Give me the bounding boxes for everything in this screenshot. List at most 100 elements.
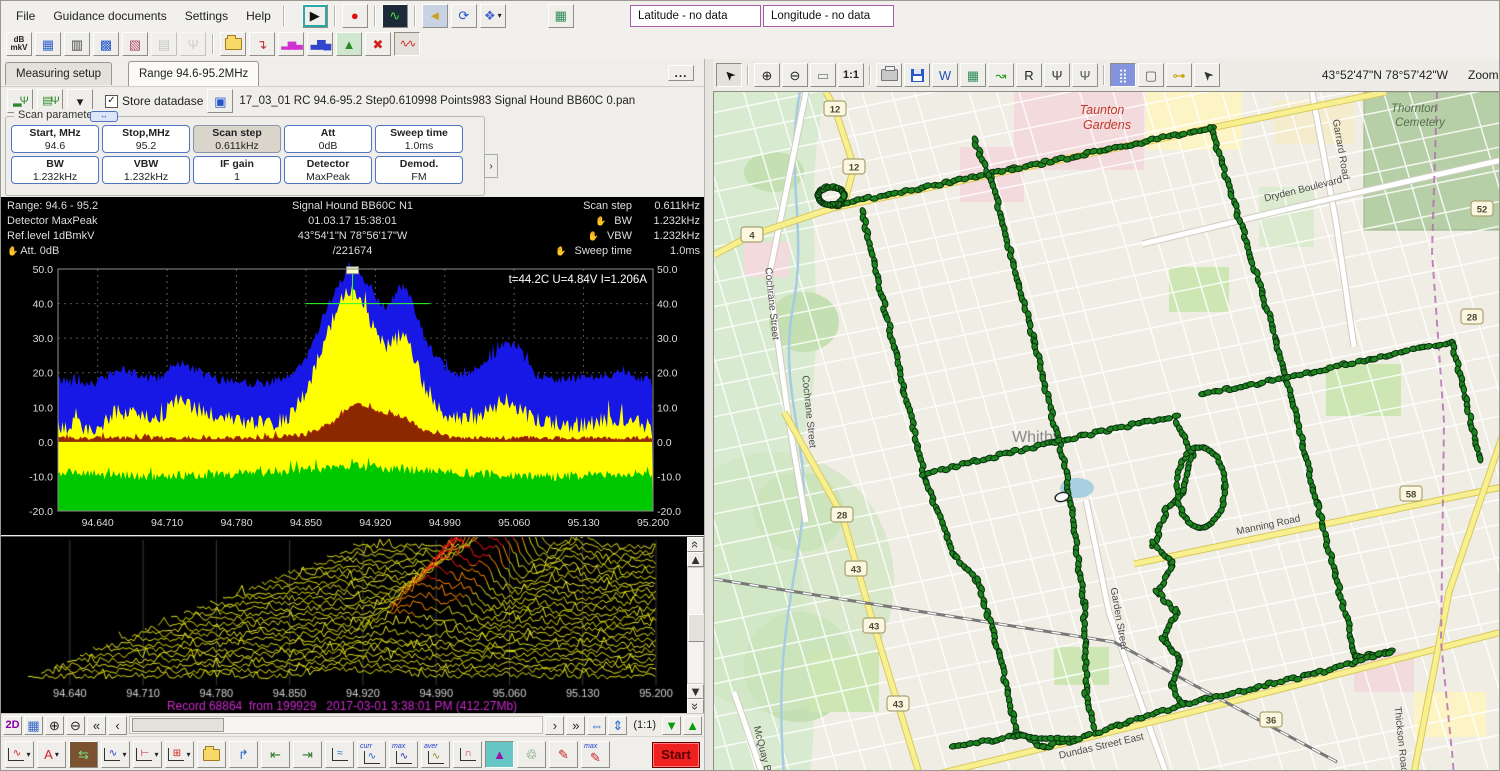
- spectrum-chart[interactable]: 50.050.040.040.030.030.020.020.010.010.0…: [1, 259, 704, 535]
- fit-width-button[interactable]: ⇔: [587, 716, 606, 735]
- trace-style-button[interactable]: ∿▾: [5, 741, 34, 768]
- map-zoom-out-tool[interactable]: ⊖: [782, 63, 808, 87]
- scan-param-att[interactable]: Att0dB: [284, 125, 372, 153]
- marker-style-button[interactable]: A▾: [37, 741, 66, 768]
- radius-tool[interactable]: R: [1016, 63, 1042, 87]
- run-button[interactable]: ▶: [302, 4, 328, 28]
- scan-param-stop-mhz[interactable]: Stop,MHz95.2: [102, 125, 190, 153]
- menu-item-settings[interactable]: Settings: [176, 6, 237, 26]
- waterfall-scrollbar[interactable]: «▲ ▼»: [687, 537, 704, 714]
- record-scrollbar[interactable]: [129, 716, 543, 734]
- max-trace-button[interactable]: max∿: [389, 741, 418, 768]
- gps-track-button[interactable]: ↝: [988, 63, 1014, 87]
- chart-view-button[interactable]: ∿▾: [101, 741, 130, 768]
- edit-chart-button[interactable]: ✎: [549, 741, 578, 768]
- show-track-points-button[interactable]: ⣿: [1110, 63, 1136, 87]
- zoom-out-button[interactable]: ⊖: [66, 716, 85, 735]
- scan-param-demod-[interactable]: Demod.FM: [375, 156, 463, 184]
- wf-scroll-down-button[interactable]: ▼: [687, 684, 704, 699]
- scale-x-button[interactable]: ⊢▾: [133, 741, 162, 768]
- aver-trace-button[interactable]: aver∿: [421, 741, 450, 768]
- waterfall-scroll-track[interactable]: [687, 567, 704, 684]
- table-button[interactable]: ▦: [35, 32, 61, 56]
- tab-range[interactable]: Range 94.6-95.2MHz: [128, 61, 259, 86]
- map-window-button[interactable]: ▦: [548, 4, 574, 28]
- listen-button[interactable]: ◄: [422, 4, 448, 28]
- menu-item-file[interactable]: File: [7, 6, 44, 26]
- stack-button[interactable]: ▩: [93, 32, 119, 56]
- map-view[interactable]: WhitbyTauntonGardensThorntonCemeteryGarr…: [713, 91, 1500, 771]
- select-area-tool[interactable]: ▢: [1138, 63, 1164, 87]
- antenna-mast-b-button[interactable]: Ψ: [1072, 63, 1098, 87]
- last-record-button[interactable]: »: [566, 716, 585, 735]
- jump-record-button[interactable]: ↱: [229, 741, 258, 768]
- histogram-blue-button[interactable]: ▃▆▄: [307, 32, 333, 56]
- clear-button[interactable]: ♲: [517, 741, 546, 768]
- scan-param-start-mhz[interactable]: Start, MHz94.6: [11, 125, 99, 153]
- first-record-button[interactable]: «: [87, 716, 106, 735]
- green-chart-button[interactable]: ▲: [336, 32, 362, 56]
- save-map-button[interactable]: [904, 63, 930, 87]
- current-trace-button[interactable]: curr∿: [357, 741, 386, 768]
- columns-button[interactable]: ▥: [64, 32, 90, 56]
- store-database-checkbox[interactable]: ✓: [105, 95, 118, 108]
- scan-param-scan-step[interactable]: Scan step0.611kHz: [193, 125, 281, 153]
- compare-button[interactable]: ≈: [325, 741, 354, 768]
- export-prev-button[interactable]: ⇤: [261, 741, 290, 768]
- export-image-button[interactable]: ▦: [960, 63, 986, 87]
- wf-scroll-bottom-button[interactable]: »: [687, 699, 704, 714]
- scan-next-page-button[interactable]: ›: [484, 154, 498, 178]
- resize-handle-icon[interactable]: ↔: [90, 111, 118, 122]
- units-button[interactable]: dBmkV: [6, 32, 32, 56]
- wav-button[interactable]: ∿∿: [394, 32, 420, 56]
- pointer-tool[interactable]: ➤: [716, 63, 742, 87]
- scan-param-if-gain[interactable]: IF gain1: [193, 156, 281, 184]
- menu-item-guidance-documents[interactable]: Guidance documents: [44, 6, 175, 26]
- loop-scan-button[interactable]: ⟳: [451, 4, 477, 28]
- wf-scroll-up-button[interactable]: ▲: [687, 552, 704, 567]
- folders-button[interactable]: [220, 32, 246, 56]
- measure-key-tool[interactable]: ⊶: [1166, 63, 1192, 87]
- histogram-3d-button[interactable]: ▲: [485, 741, 514, 768]
- fit-height-button[interactable]: ⇕: [608, 716, 627, 735]
- record-button[interactable]: ●: [342, 4, 368, 28]
- tab-measuring-setup[interactable]: Measuring setup: [5, 62, 112, 85]
- export-doc-button[interactable]: W: [932, 63, 958, 87]
- record-scrollbar-thumb[interactable]: [132, 718, 224, 732]
- display-toggle-button[interactable]: ▦: [24, 716, 43, 735]
- print-map-button[interactable]: [876, 63, 902, 87]
- mode-2d-button[interactable]: 2D: [3, 716, 22, 735]
- pointer-info-tool[interactable]: ➤: [1194, 63, 1220, 87]
- waterfall-scroll-thumb[interactable]: [688, 614, 705, 642]
- page-up-button[interactable]: ▲: [683, 716, 702, 735]
- page-down-button[interactable]: ▼: [662, 716, 681, 735]
- histogram-pink-button[interactable]: ▂▅▃: [278, 32, 304, 56]
- menu-item-help[interactable]: Help: [237, 6, 280, 26]
- export-next-button[interactable]: ⇥: [293, 741, 322, 768]
- scale-y-button[interactable]: ⊞▾: [165, 741, 194, 768]
- waterfall-chart[interactable]: [1, 537, 687, 714]
- start-button[interactable]: Start: [652, 742, 700, 768]
- edit-max-button[interactable]: max✎: [581, 741, 610, 768]
- scan-param-detector[interactable]: DetectorMaxPeak: [284, 156, 372, 184]
- map-zoom-in-tool[interactable]: ⊕: [754, 63, 780, 87]
- scan-param-vbw[interactable]: VBW1.232kHz: [102, 156, 190, 184]
- panorama-button[interactable]: ∿: [382, 4, 408, 28]
- load-records-button[interactable]: ↴: [249, 32, 275, 56]
- scale-1to1-button[interactable]: 1:1: [838, 63, 864, 87]
- prev-record-button[interactable]: ‹: [108, 716, 127, 735]
- antenna-mast-a-button[interactable]: Ψ: [1044, 63, 1070, 87]
- bell-chart-button[interactable]: ∩: [453, 741, 482, 768]
- measure-tool[interactable]: ▭: [810, 63, 836, 87]
- scan-param-sweep-time[interactable]: Sweep time1.0ms: [375, 125, 463, 153]
- wf-scroll-top-button[interactable]: «: [687, 537, 704, 552]
- open-folder-button[interactable]: [197, 741, 226, 768]
- scan-param-bw[interactable]: BW1.232kHz: [11, 156, 99, 184]
- zoom-in-button[interactable]: ⊕: [45, 716, 64, 735]
- delete-chart-button[interactable]: ✖: [365, 32, 391, 56]
- mini-table-button[interactable]: ▧: [122, 32, 148, 56]
- import-export-button[interactable]: ⇆: [69, 741, 98, 768]
- audio-settings-button[interactable]: ❖▾: [480, 4, 506, 28]
- database-file-button[interactable]: ▣: [207, 89, 233, 113]
- next-record-button[interactable]: ›: [545, 716, 564, 735]
